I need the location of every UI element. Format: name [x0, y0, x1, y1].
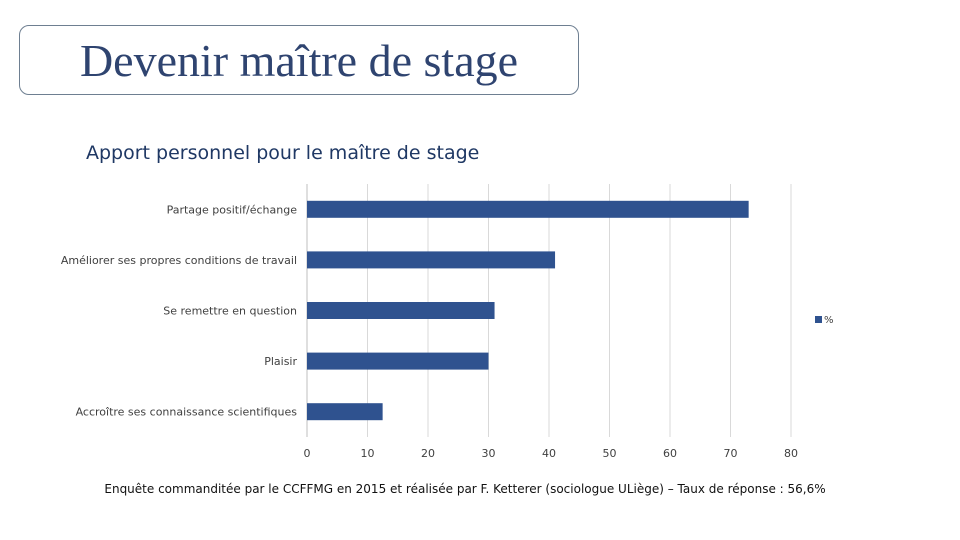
slide-title-box: Devenir maître de stage — [19, 25, 579, 95]
category-label: Accroître ses connaissance scientifiques — [76, 406, 298, 419]
x-tick-label: 40 — [542, 447, 556, 460]
x-tick-label: 20 — [421, 447, 435, 460]
slide-title: Devenir maître de stage — [79, 35, 519, 86]
x-tick-label: 10 — [361, 447, 375, 460]
x-tick-label: 60 — [663, 447, 677, 460]
legend-swatch — [815, 316, 822, 323]
bar — [307, 352, 489, 370]
x-tick-label: 0 — [304, 447, 311, 460]
chart-title: Apport personnel pour le maître de stage — [86, 142, 480, 164]
category-label: Plaisir — [264, 355, 297, 368]
source-footnote: Enquête commanditée par le CCFFMG en 201… — [104, 482, 826, 496]
x-tick-label: 80 — [784, 447, 798, 460]
bar — [307, 403, 383, 421]
category-label: Améliorer ses propres conditions de trav… — [61, 254, 297, 267]
x-tick-label: 50 — [603, 447, 617, 460]
x-tick-label: 70 — [724, 447, 738, 460]
legend-label: % — [824, 315, 834, 326]
x-tick-label: 30 — [482, 447, 496, 460]
bar — [307, 200, 749, 218]
bar — [307, 302, 495, 319]
bar — [307, 251, 556, 269]
category-label: Se remettre en question — [163, 305, 297, 318]
category-label: Partage positif/échange — [167, 203, 298, 216]
